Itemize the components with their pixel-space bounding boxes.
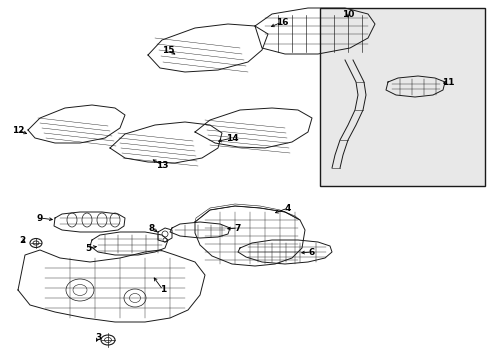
Text: 10: 10 [341,9,353,18]
Text: 8: 8 [148,224,155,233]
Text: 7: 7 [234,224,241,233]
Text: 15: 15 [162,45,174,54]
Text: 4: 4 [284,203,290,212]
Text: 6: 6 [308,248,314,257]
Text: 2: 2 [19,235,25,244]
Text: 14: 14 [225,134,238,143]
Text: 1: 1 [160,285,166,294]
Text: 12: 12 [12,126,24,135]
Text: 11: 11 [441,77,453,86]
Bar [319,8,484,186]
Text: 16: 16 [275,18,287,27]
Text: 13: 13 [156,161,168,170]
Text: 9: 9 [37,213,43,222]
Text: 3: 3 [95,333,101,342]
Text: 5: 5 [85,243,91,252]
